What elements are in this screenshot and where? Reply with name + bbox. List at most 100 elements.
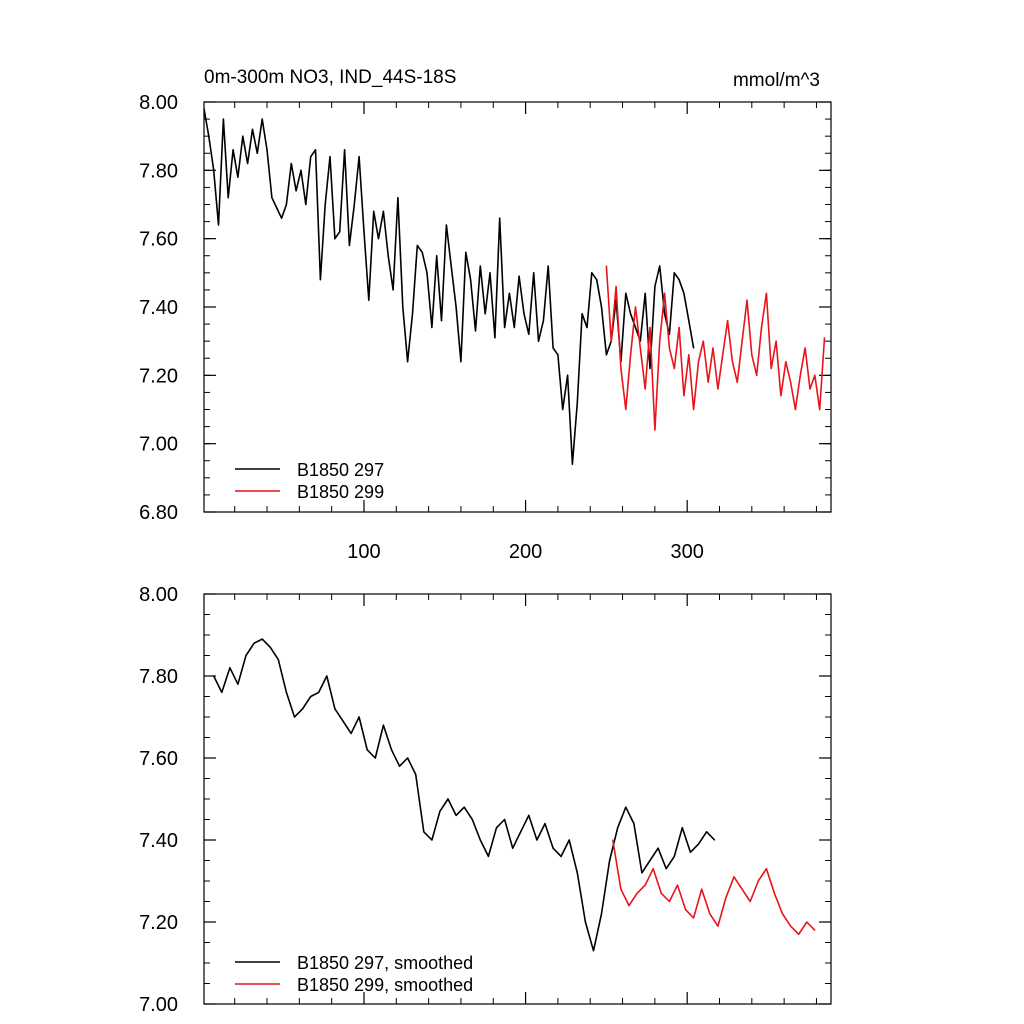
top-series-1-point <box>770 367 772 370</box>
bottom-series-1-point <box>628 905 630 907</box>
top-series-1-point <box>819 408 821 411</box>
top-series-0-point <box>314 149 317 151</box>
bottom-series-0-point <box>641 872 643 874</box>
bottom-series-0-point <box>592 950 595 952</box>
top-series-0-point <box>499 217 501 219</box>
top-series <box>203 108 826 466</box>
top-x-tick-label: 200 <box>509 541 542 563</box>
bottom-series-0-point <box>366 749 368 751</box>
top-series-0-point <box>489 272 491 274</box>
top-series-0-point <box>508 292 510 294</box>
bottom-legend: B1850 297, smoothed B1850 299, smoothed <box>235 953 473 995</box>
top-series-0-point <box>290 162 292 165</box>
top-series-0-point <box>504 326 506 329</box>
top-series-0-point <box>625 292 627 294</box>
bottom-series-1-point <box>620 888 622 890</box>
top-series-0-point <box>261 118 263 120</box>
top-series-0-point <box>222 118 224 120</box>
top-series-0-point <box>300 169 302 171</box>
top-series-0-point <box>363 231 365 233</box>
bottom-series-1-point <box>717 925 719 927</box>
top-series-0-point <box>324 203 326 206</box>
top-series-1-point <box>707 381 709 383</box>
bottom-series-1-point <box>709 913 711 915</box>
top-series-0-point <box>251 128 254 130</box>
top-series-0-point <box>329 156 331 158</box>
bottom-series-0-point <box>528 814 530 817</box>
top-chart-panel: 0m-300m NO3, IND_44S-18S mmol/m^3 6.80 7.… <box>139 67 832 563</box>
top-series-0-point <box>479 265 481 267</box>
top-series-0-point <box>377 238 380 240</box>
chart-title: 0m-300m NO3, IND_44S-18S <box>204 67 456 88</box>
top-series-0-point <box>484 313 486 315</box>
bottom-series-0-point <box>576 872 578 874</box>
top-series-1-point <box>688 354 690 356</box>
bottom-series-1-point <box>644 884 646 886</box>
bottom-series-1-point <box>765 868 768 870</box>
top-series-0-point <box>562 408 564 411</box>
bottom-series-0-point <box>245 654 247 657</box>
top-series-0-point <box>382 210 384 212</box>
top-x-tick-label: 300 <box>670 541 703 563</box>
top-series-0-point <box>440 320 443 322</box>
top-series-0-point <box>247 162 249 165</box>
top-series-1-point <box>814 374 816 376</box>
top-series-0-point <box>213 169 215 171</box>
bottom-series-1-point <box>701 888 703 890</box>
bottom-ticks: 7.00 7.20 7.40 7.60 7.80 8.00 <box>139 584 831 1016</box>
top-series-1-point <box>668 347 671 349</box>
top-series-0-point <box>528 333 530 335</box>
bottom-series-0-point <box>495 827 498 829</box>
top-series-0-point <box>431 326 433 329</box>
top-series-0-point <box>305 203 307 206</box>
top-y-tick-label: 7.60 <box>139 229 178 251</box>
top-series-0-point <box>217 224 220 226</box>
bottom-series-0-point <box>471 818 473 821</box>
top-series-1-point <box>756 374 758 376</box>
bottom-series-1-point <box>693 917 695 919</box>
bottom-series-0-point <box>649 859 651 862</box>
top-series-1-point <box>780 395 782 397</box>
top-series-0-point <box>344 149 346 151</box>
bottom-series-1-point <box>773 892 776 894</box>
top-series-0-point <box>523 313 525 315</box>
bottom-series-0-point <box>552 847 554 849</box>
bottom-series-0-point <box>237 683 239 685</box>
top-series-0-point <box>276 207 278 209</box>
top-series-1-point <box>741 340 743 342</box>
bottom-series-0-point <box>479 839 481 841</box>
bottom-series-0-point <box>358 716 360 718</box>
top-series-0-point <box>567 374 569 376</box>
legend-label-b1850-299-smoothed: B1850 299, smoothed <box>297 975 473 995</box>
bottom-series-0-point <box>568 839 570 841</box>
top-series-0-point <box>353 203 355 206</box>
top-series-1-point <box>654 429 656 431</box>
top-series-1-point <box>683 395 685 397</box>
top-series-1-point <box>765 292 768 294</box>
bottom-series-0-point <box>269 646 271 648</box>
top-series-0-point <box>310 156 312 158</box>
top-y-tick-label: 7.20 <box>139 365 178 387</box>
bottom-series-1-point <box>612 839 614 841</box>
top-series-0-point <box>693 347 695 349</box>
top-series-0-point <box>460 361 462 363</box>
top-series-0-point <box>450 265 452 267</box>
top-series-0-point <box>295 190 297 192</box>
top-series-0-point <box>436 255 438 257</box>
bottom-series-0-point <box>665 868 667 870</box>
bottom-series-0-point <box>600 913 603 915</box>
bottom-series-1-point <box>781 913 784 915</box>
top-y-tick-label: 8.00 <box>139 92 178 114</box>
top-series-0-point <box>256 152 258 154</box>
bottom-series-0-point <box>407 757 409 759</box>
top-series-0-point <box>266 149 268 151</box>
top-series-1-point <box>693 408 695 411</box>
top-series-0-point <box>596 279 598 281</box>
bottom-series-0-point <box>326 675 328 677</box>
top-series-0-point <box>470 279 472 281</box>
top-series-0-point <box>319 279 321 281</box>
top-series-0-point <box>576 402 578 404</box>
bottom-series-0-point <box>584 921 587 923</box>
top-series-0-point <box>397 197 399 199</box>
top-series-0-point <box>387 255 389 257</box>
